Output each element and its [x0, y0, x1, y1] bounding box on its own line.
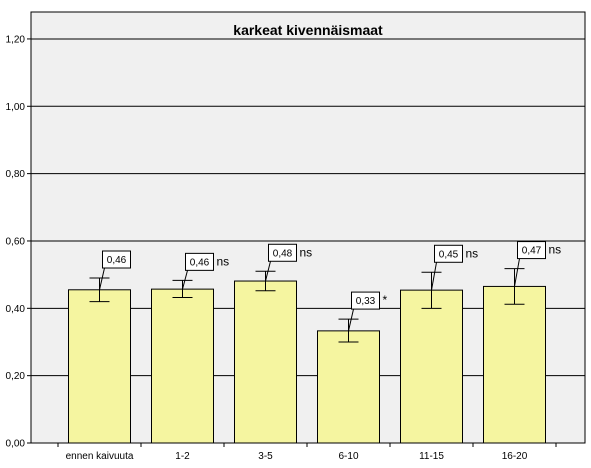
value-label-box — [517, 241, 546, 260]
y-tick-label: 0,20 — [6, 371, 26, 382]
x-tick-label: 6-10 — [338, 451, 358, 462]
y-tick-label: 1,00 — [6, 102, 26, 113]
label-leader-line — [265, 261, 271, 282]
label-leader-line — [182, 270, 188, 290]
y-tick-label: 0,40 — [6, 304, 26, 315]
label-leader-line — [348, 308, 354, 331]
y-tick-label: 0,00 — [6, 439, 26, 450]
value-label: 0,33 — [356, 296, 376, 307]
x-tick-label: 11-15 — [419, 451, 444, 462]
significance-label: * — [383, 293, 388, 307]
value-label: 0,47 — [522, 246, 542, 257]
x-tick-label: 3-5 — [258, 451, 273, 462]
significance-label: ns — [300, 245, 313, 259]
bar — [317, 330, 380, 444]
value-label: 0,46 — [190, 257, 210, 268]
x-tick-label: 1-2 — [175, 451, 190, 462]
value-label: 0,46 — [107, 255, 127, 266]
x-tick-label: 16-20 — [502, 451, 528, 462]
label-leader-line — [431, 262, 437, 291]
bar — [151, 288, 214, 444]
value-label-box — [434, 244, 463, 263]
value-label-box — [351, 291, 380, 310]
axes: 0,00 0,20 0,40 0,60 0,80 1,00 1,20 ennen kaivuu… — [6, 12, 585, 462]
y-tick-label: 1,20 — [6, 34, 26, 45]
y-tick-label: 0,60 — [6, 236, 26, 247]
chart-title: karkeat kivennäismaat — [233, 22, 383, 38]
significance-label: ns — [549, 243, 562, 257]
value-label-box — [185, 252, 214, 271]
value-label-box — [102, 250, 131, 269]
value-label: 0,48 — [273, 248, 293, 259]
bar — [234, 280, 297, 444]
value-label: 0,45 — [439, 249, 459, 260]
y-tick-label: 0,80 — [6, 169, 26, 180]
label-leader-line — [99, 267, 105, 290]
bar — [483, 285, 546, 444]
x-tick-label: ennen kaivuuta — [66, 451, 134, 462]
bars: 0,46 0,46 ns 0,48 ns 0,33 * 0,45 ns 0,47 ns — [68, 241, 562, 444]
bar — [68, 289, 131, 444]
value-label-box — [268, 243, 297, 262]
significance-label: ns — [466, 246, 479, 260]
bar — [400, 289, 463, 444]
significance-label: ns — [217, 254, 230, 268]
label-leader-line — [514, 258, 520, 287]
